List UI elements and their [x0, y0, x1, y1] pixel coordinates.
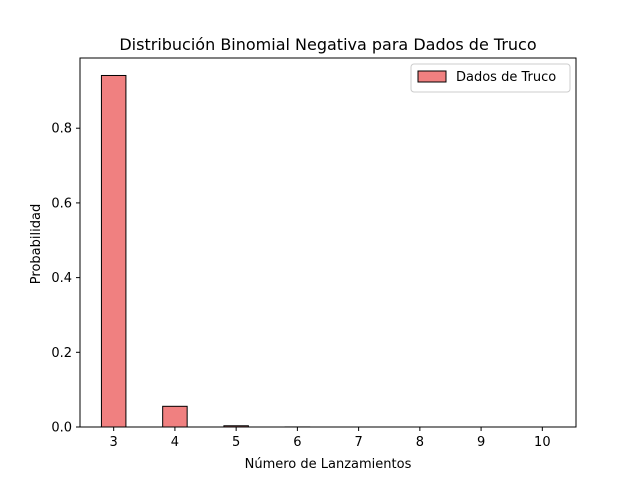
- legend: Dados de Truco: [410, 63, 571, 93]
- chart-title: Distribución Binomial Negativa para Dado…: [119, 35, 536, 54]
- plot-frame: [79, 57, 577, 428]
- y-axis-label: Probabilidad: [29, 204, 44, 284]
- legend-box: [410, 63, 571, 93]
- y-tick-label-3: 0.6: [51, 196, 72, 211]
- legend-label: Dados de Truco: [456, 70, 556, 85]
- y-tick-label-1: 0.2: [51, 346, 72, 361]
- x-tick-label-8: 8: [416, 435, 424, 450]
- x-tick-label-10: 10: [534, 435, 551, 450]
- x-tick-label-4: 4: [171, 435, 179, 450]
- y-tick-label-2: 0.4: [51, 271, 72, 286]
- x-tick-label-5: 5: [232, 435, 240, 450]
- x-axis-label: Número de Lanzamientos: [245, 457, 412, 472]
- bar-3: [100, 74, 127, 428]
- x-tick-label-7: 7: [354, 435, 362, 450]
- y-tick-label-0: 0.0: [51, 421, 72, 436]
- legend-swatch: [417, 70, 447, 83]
- x-tick-label-6: 6: [293, 435, 301, 450]
- x-axis: 3 4 5 6 7 8 9 10: [110, 427, 551, 450]
- x-tick-label-3: 3: [110, 435, 118, 450]
- x-tick-label-9: 9: [477, 435, 485, 450]
- y-tick-label-4: 0.8: [51, 122, 72, 137]
- y-axis: 0.0 0.2 0.4 0.6 0.8: [51, 122, 80, 436]
- bar-4: [162, 405, 188, 428]
